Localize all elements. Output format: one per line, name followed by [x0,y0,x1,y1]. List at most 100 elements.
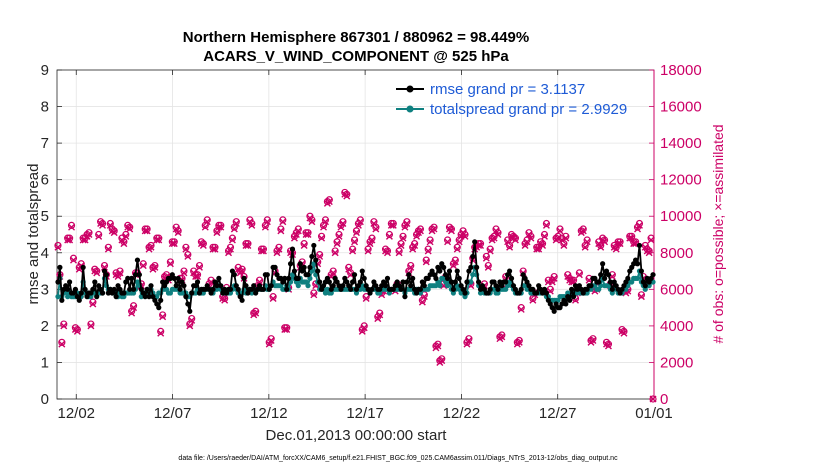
obs-assimilated-point [126,225,134,233]
obs-assimilated-point [451,258,459,266]
obs-possible-point [422,256,430,264]
obs-assimilated-point [461,232,469,240]
obs-assimilated-point [647,236,655,244]
totalspread-point [470,272,476,278]
obs-possible-point [488,234,496,242]
rmse-point [588,283,594,289]
y-tick-label-left-4: 4 [41,245,49,262]
rmse-point [349,279,356,285]
rmse-point [406,272,412,278]
rmse-point [543,290,550,296]
rmse-point [148,283,154,289]
obs-possible-point [407,261,415,270]
obs-possible-point [157,327,165,335]
rmse-point [282,275,288,281]
rmse-point [609,286,615,292]
y-tick-label-right-9: 18000 [660,62,702,79]
obs-possible-point [416,225,425,233]
rmse-point [158,297,164,303]
rmse-point [317,279,323,285]
obs-possible-point [362,293,370,301]
rmse-point [251,283,257,289]
data-file-footer: data file: /Users/raeder/DAI/ATM_forcXX/… [178,455,618,462]
rmse-point [384,275,391,281]
obs-assimilated-point [122,232,130,240]
obs-possible-point [87,320,95,328]
x-tick-label-5: 12/27 [539,405,577,422]
obs-assimilated-point [486,247,494,255]
obs-possible-point [180,267,188,275]
rmse-point [598,272,604,278]
obs-assimilated-point [424,247,432,255]
obs-possible-point [108,225,116,233]
obs-assimilated-point [579,227,587,235]
obs-assimilated-point [267,337,275,345]
rmse-point [185,301,191,307]
obs-assimilated-point [93,269,101,277]
obs-assimilated-point [180,269,188,277]
rmse-point [402,294,408,300]
obs-assimilated-point [184,252,192,260]
obs-assimilated-point [157,329,165,337]
rmse-point [241,275,247,281]
obs-possible-point [399,232,407,240]
obs-assimilated-point [120,240,128,248]
obs-assimilated-point [463,340,471,348]
rmse-point [272,264,278,270]
obs-possible-point [98,219,107,228]
obs-assimilated-point [155,236,163,244]
rmse-point [305,272,311,278]
obs-assimilated-point [628,234,636,242]
y-tick-label-right-7: 14000 [660,135,702,152]
rmse-point [287,261,294,267]
obs-assimilated-point [60,322,68,330]
obs-assimilated-point [438,357,446,365]
obs-possible-point [647,234,655,242]
obs-assimilated-point [275,245,283,253]
obs-possible-point [434,340,442,348]
obs-possible-point [58,338,66,346]
obs-possible-point [300,240,308,248]
rmse-point [134,257,141,263]
obs-possible-point [149,263,157,271]
y-tick-label-right-3: 6000 [660,281,693,298]
obs-assimilated-point [228,236,236,244]
obs-possible-point [443,236,452,244]
rmse-point [235,286,241,292]
obs-assimilated-point [186,322,194,330]
y-tick-label-left-1: 1 [41,354,49,371]
obs-assimilated-point [430,225,438,233]
obs-possible-point [515,336,523,345]
obs-assimilated-point [201,223,209,231]
obs-assimilated-point [170,240,178,248]
obs-possible-point [151,261,159,270]
obs-possible-point [540,230,549,239]
obs-possible-point [341,188,349,197]
obs-possible-point [546,285,554,293]
obs-assimilated-point [343,192,351,200]
obs-assimilated-point [368,236,376,244]
obs-possible-point [129,302,138,310]
obs-assimilated-point [69,256,77,264]
obs-assimilated-point [269,294,277,302]
rmse-point [284,286,290,292]
totalspread-point [634,275,641,281]
obs-assimilated-point [374,315,382,323]
obs-assimilated-point [550,274,558,282]
y-tick-label-left-3: 3 [41,281,49,298]
obs-possible-point [381,245,390,253]
obs-assimilated-point [416,227,424,235]
rmse-point [111,286,117,292]
obs-possible-point [316,251,324,259]
obs-assimilated-point [560,241,568,249]
obs-possible-point [91,265,99,273]
obs-assimilated-point [318,234,326,242]
obs-assimilated-point [589,337,597,345]
obs-assimilated-point [494,231,502,238]
rmse-point [142,294,148,300]
rmse-point [464,279,470,285]
obs-assimilated-point [409,245,417,253]
obs-assimilated-point [320,223,328,231]
obs-assimilated-point [225,249,233,257]
rmse-point [421,283,427,289]
